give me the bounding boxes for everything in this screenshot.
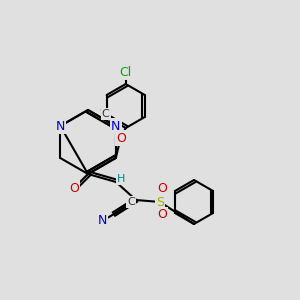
Text: C: C <box>127 197 135 207</box>
Text: O: O <box>157 208 167 221</box>
Text: O: O <box>69 182 79 194</box>
Text: Cl: Cl <box>120 65 132 79</box>
Text: N: N <box>111 119 120 133</box>
Text: N: N <box>56 119 65 133</box>
Text: O: O <box>157 182 167 196</box>
Text: H: H <box>117 174 125 184</box>
Text: O: O <box>116 131 126 145</box>
Text: N: N <box>97 214 107 226</box>
Text: C: C <box>102 109 110 119</box>
Text: S: S <box>156 196 164 208</box>
